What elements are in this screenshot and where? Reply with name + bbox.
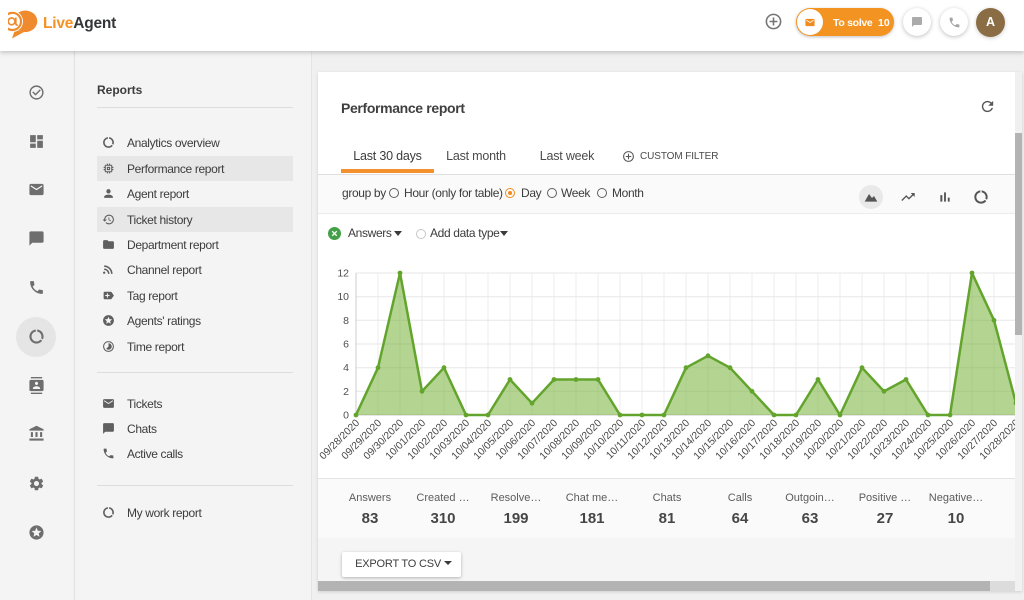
svg-text:6: 6 — [343, 339, 349, 351]
svg-text:12: 12 — [337, 268, 349, 280]
svg-text:LiveAgent: LiveAgent — [43, 15, 116, 32]
svg-text:8: 8 — [343, 315, 349, 327]
svg-text:10: 10 — [337, 291, 349, 303]
svg-text:2: 2 — [343, 386, 349, 398]
svg-text:4: 4 — [343, 362, 349, 374]
svg-text:0: 0 — [343, 410, 349, 422]
